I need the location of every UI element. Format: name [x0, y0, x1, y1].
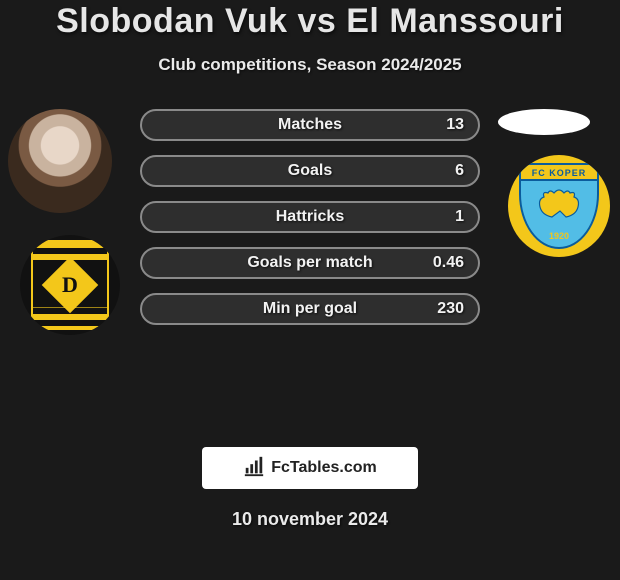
player1-avatar	[8, 109, 112, 213]
stat-value-p2: 13	[446, 116, 464, 134]
stat-value-p2: 1	[455, 208, 464, 226]
date-text: 10 november 2024	[0, 509, 620, 530]
stat-value-p2: 6	[455, 162, 464, 180]
club1-letter: D	[62, 272, 78, 298]
club2-shield: FC KOPER 1920	[519, 163, 599, 249]
footer-brand-text: FcTables.com	[271, 459, 377, 477]
footer-brand-badge: FcTables.com	[202, 447, 418, 489]
stats-list: Matches 13 Goals 6 Hattricks 1 Goals per…	[140, 109, 480, 325]
club1-diamond: D	[42, 257, 99, 314]
club1-badge: D	[20, 235, 120, 335]
club2-year: 1920	[521, 231, 597, 241]
stat-label: Goals	[142, 162, 478, 180]
club1-shield: D	[31, 240, 109, 330]
stat-row-matches: Matches 13	[140, 109, 480, 141]
club2-bull-icon	[536, 189, 582, 219]
stat-label: Matches	[142, 116, 478, 134]
club2-badge: FC KOPER 1920	[508, 155, 610, 257]
stat-label: Min per goal	[142, 300, 478, 318]
chart-icon	[243, 455, 265, 482]
club2-top-text: FC KOPER	[521, 165, 597, 181]
stat-label: Hattricks	[142, 208, 478, 226]
player2-avatar	[498, 109, 590, 135]
stat-value-p2: 0.46	[433, 254, 464, 272]
stat-row-goals-per-match: Goals per match 0.46	[140, 247, 480, 279]
stat-row-min-per-goal: Min per goal 230	[140, 293, 480, 325]
content-area: D FC KOPER 1920 Matches 13 Goals	[0, 105, 620, 425]
comparison-card: Slobodan Vuk vs El Manssouri Club compet…	[0, 0, 620, 580]
title: Slobodan Vuk vs El Manssouri	[0, 2, 620, 41]
stat-row-goals: Goals 6	[140, 155, 480, 187]
stat-label: Goals per match	[142, 254, 478, 272]
subtitle: Club competitions, Season 2024/2025	[0, 55, 620, 75]
stat-value-p2: 230	[437, 300, 464, 318]
stat-row-hattricks: Hattricks 1	[140, 201, 480, 233]
